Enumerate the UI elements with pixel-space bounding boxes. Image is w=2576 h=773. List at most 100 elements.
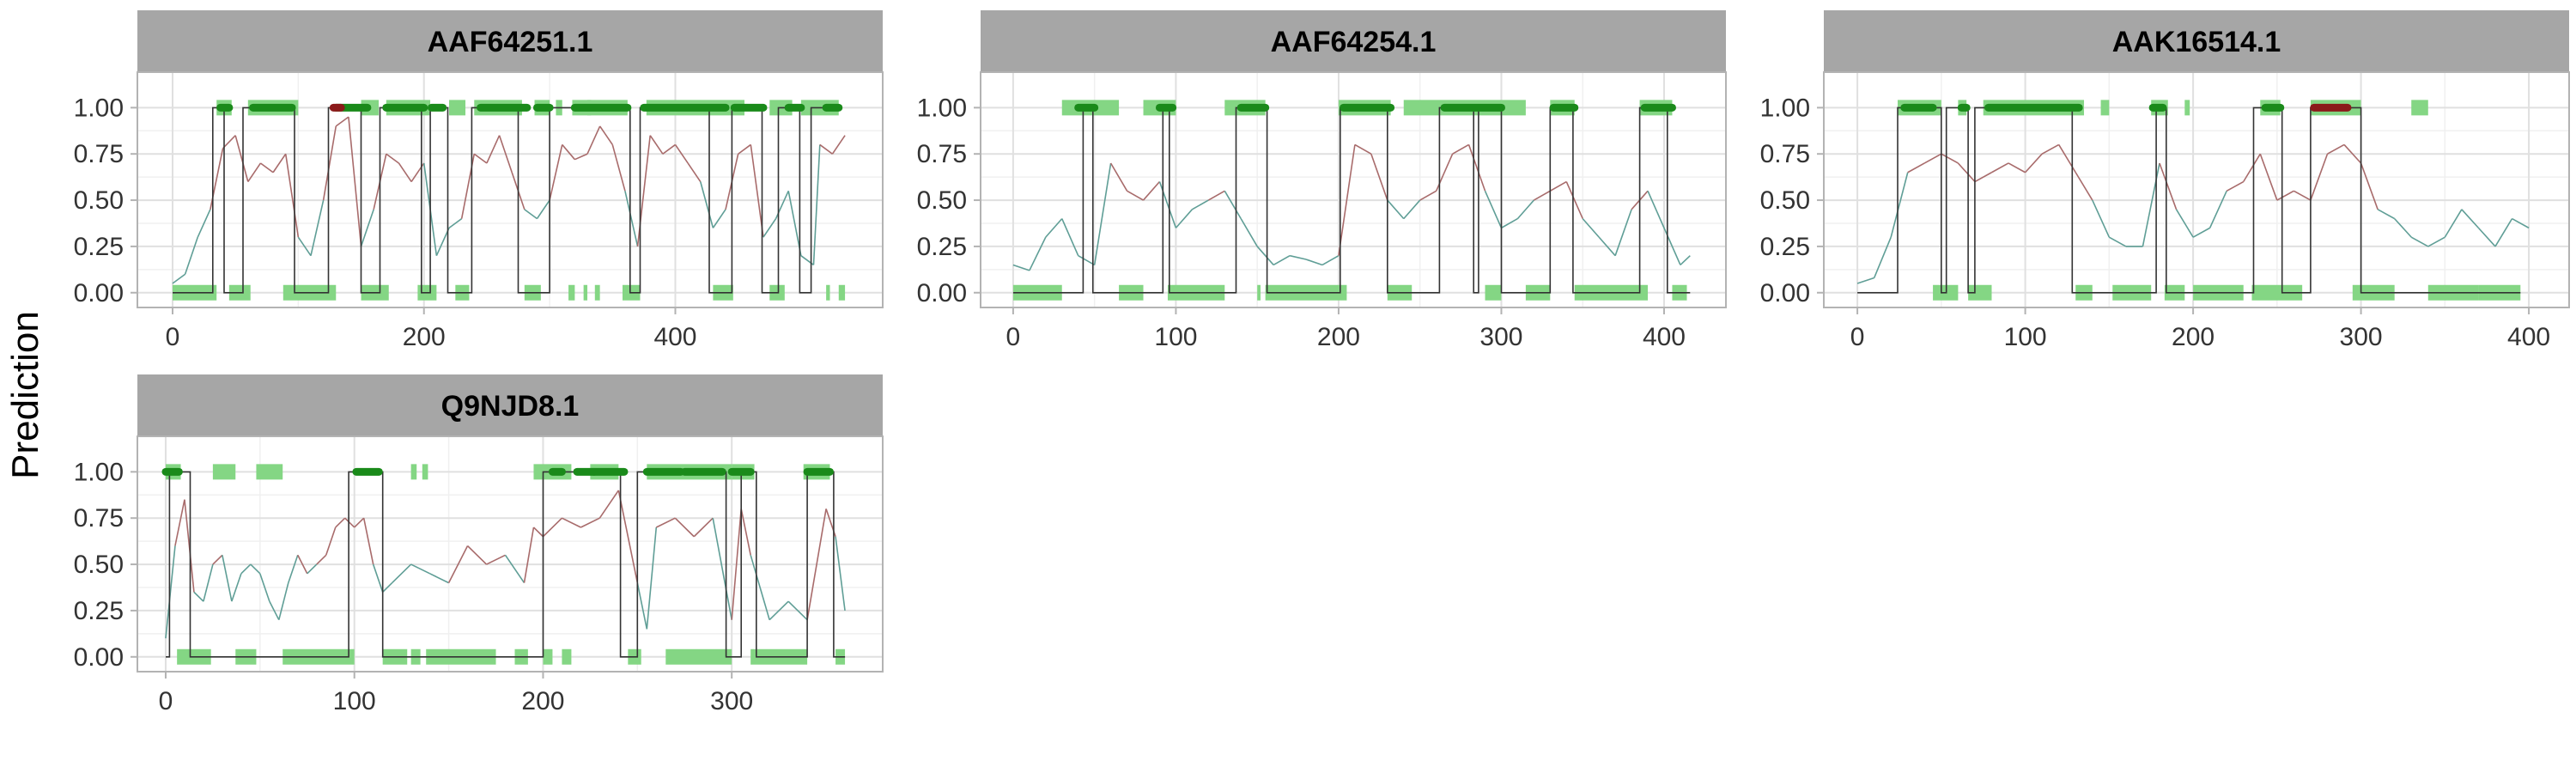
- probability-trace-segment: [787, 600, 808, 621]
- probability-trace-segment: [2327, 143, 2345, 155]
- probability-trace-segment: [1533, 190, 1551, 201]
- probability-trace-segment: [1991, 162, 2009, 173]
- probability-trace-segment: [2192, 227, 2211, 238]
- panel-title: AAF64254.1: [1271, 26, 1437, 58]
- probability-trace-segment: [1191, 199, 1209, 210]
- reference-segment-bottom: [1485, 284, 1502, 301]
- panel-strip: [137, 374, 883, 436]
- panel-aaf64254-1: AAF64254.1 0.00 0.25 0.50 0.75 1.00 0 100 200 300…: [917, 10, 1727, 351]
- probability-trace-segment: [1387, 199, 1405, 220]
- reference-segment-top: [422, 464, 428, 480]
- reference-segment-bottom: [838, 284, 846, 301]
- probability-trace-segment: [687, 162, 702, 182]
- probability-trace-segment: [2494, 218, 2513, 247]
- probability-trace-segment: [435, 228, 450, 257]
- x-tick-label: 0: [166, 323, 180, 351]
- probability-trace-segment: [240, 563, 252, 575]
- reference-segment-top: [2184, 100, 2190, 116]
- probability-trace-segment: [2025, 153, 2043, 173]
- y-tick-label: 0.25: [74, 597, 124, 625]
- binary-prediction-line: [1012, 107, 1691, 294]
- probability-trace-segment: [750, 555, 770, 620]
- probability-trace-segment: [699, 181, 714, 228]
- probability-trace-segment: [307, 563, 318, 575]
- probability-trace-segment: [1598, 236, 1616, 257]
- probability-trace-segment: [288, 555, 299, 583]
- probability-trace-segment: [1549, 180, 1567, 192]
- probability-trace-segment: [1582, 218, 1600, 238]
- probability-trace-segment: [2108, 236, 2127, 247]
- y-tick-label: 0.00: [74, 643, 124, 672]
- probability-trace-segment: [636, 582, 648, 630]
- probability-trace-segment: [325, 526, 337, 556]
- probability-trace-segment: [1890, 172, 1909, 238]
- probability-trace-segment: [2243, 153, 2261, 182]
- probability-trace-segment: [1305, 259, 1323, 266]
- x-tick-label: 400: [2507, 323, 2550, 351]
- reference-segment-top: [410, 464, 417, 480]
- probability-trace-segment: [624, 191, 639, 247]
- probability-trace-segment: [284, 154, 300, 238]
- x-tick-label: 0: [1850, 323, 1865, 351]
- x-tick-label: 200: [403, 323, 446, 351]
- probability-trace-segment: [655, 517, 676, 528]
- probability-trace-segment: [2175, 209, 2194, 238]
- reference-segment-bottom: [826, 284, 830, 301]
- probability-trace-segment: [598, 490, 620, 519]
- probability-trace-segment: [197, 209, 211, 238]
- probability-trace-segment: [174, 499, 185, 546]
- probability-trace-segment: [1452, 143, 1469, 155]
- probability-trace-segment: [259, 573, 270, 602]
- probability-trace-segment: [769, 600, 789, 621]
- x-tick-label: 300: [1479, 323, 1522, 351]
- probability-trace-segment: [787, 191, 802, 256]
- panel-border: [1823, 71, 2570, 308]
- y-tick-label: 0.75: [74, 504, 124, 533]
- probability-trace-segment: [1338, 144, 1356, 256]
- probability-trace-segment: [2259, 153, 2278, 201]
- probability-trace-segment: [662, 143, 676, 155]
- probability-trace-segment: [344, 517, 355, 528]
- probability-trace-segment: [1680, 255, 1691, 266]
- probability-trace-segment: [354, 517, 365, 528]
- probability-trace-segment: [2444, 209, 2463, 238]
- probability-trace-segment: [486, 554, 506, 565]
- probability-trace-segment: [2008, 162, 2026, 173]
- x-tick-label: 200: [521, 687, 564, 715]
- probability-trace-segment: [1403, 199, 1421, 220]
- reference-segment-bottom: [568, 284, 575, 301]
- probability-trace-segment: [466, 545, 488, 565]
- probability-trace-segment: [2512, 217, 2530, 229]
- y-tick-label: 0.50: [1760, 186, 1810, 215]
- probability-trace-segment: [1484, 190, 1503, 228]
- probability-trace-segment: [750, 144, 764, 238]
- probability-trace-segment: [410, 563, 430, 575]
- panel-title: AAF64251.1: [428, 26, 593, 58]
- probability-trace-segment: [806, 508, 827, 620]
- probability-trace-segment: [231, 573, 242, 602]
- probability-trace-segment: [2159, 162, 2178, 210]
- probability-trace-segment: [674, 517, 695, 538]
- probability-trace-segment: [1501, 217, 1518, 229]
- probability-trace-segment: [504, 554, 526, 584]
- probability-trace-segment: [1012, 264, 1030, 271]
- probability-trace-segment: [1467, 144, 1486, 192]
- probability-trace-segment: [259, 162, 274, 173]
- probability-trace-segment: [524, 209, 538, 220]
- probability-trace-segment: [382, 582, 393, 593]
- panel-aaf64251-1: AAF64251.1 0.00 0.25 0.50 0.75 1.00 0 200 400: [74, 10, 884, 351]
- probability-trace-segment: [2360, 162, 2379, 210]
- probability-trace-segment: [1419, 190, 1437, 201]
- probability-trace-segment: [2293, 190, 2312, 201]
- probability-trace-segment: [250, 563, 261, 575]
- probability-trace-segment: [473, 153, 488, 164]
- y-tick-label: 1.00: [74, 94, 124, 122]
- probability-trace-segment: [348, 117, 362, 247]
- probability-trace-segment: [649, 135, 664, 155]
- probability-trace-segment: [1923, 153, 1942, 164]
- panel-title: AAK16514.1: [2112, 26, 2281, 58]
- probability-trace-segment: [2477, 227, 2496, 247]
- probability-trace-segment: [203, 563, 214, 602]
- probability-trace-segment: [549, 144, 563, 201]
